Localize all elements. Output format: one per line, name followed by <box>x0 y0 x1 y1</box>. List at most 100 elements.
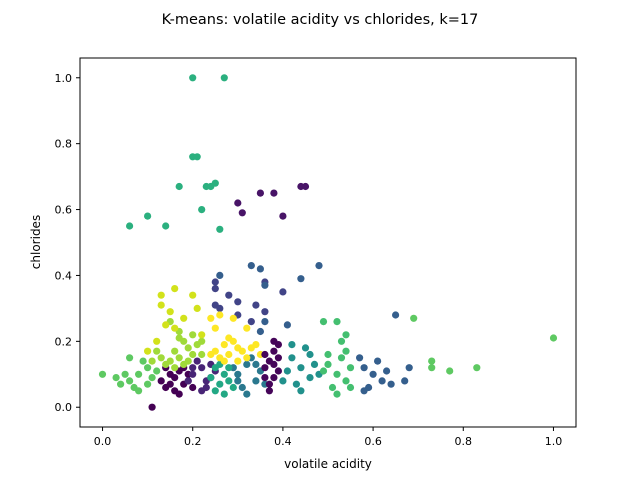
scatter-point <box>324 350 332 359</box>
scatter-point <box>428 364 436 372</box>
scatter-point <box>216 311 224 319</box>
scatter-point <box>247 318 255 326</box>
scatter-point <box>166 370 174 378</box>
scatter-point <box>189 383 197 392</box>
x-ticks: 0.0 0.2 0.4 0.6 0.8 1.0 <box>94 427 562 448</box>
scatter-point <box>157 354 165 362</box>
scatter-point <box>234 298 242 306</box>
scatter-point <box>333 318 341 326</box>
scatter-point <box>207 374 215 382</box>
scatter-point <box>135 370 143 378</box>
scatter-point <box>337 354 346 362</box>
scatter-point <box>207 350 215 359</box>
scatter-point <box>238 209 246 217</box>
scatter-point <box>225 350 233 359</box>
scatter-point <box>392 311 400 319</box>
scatter-point <box>171 347 179 355</box>
scatter-point <box>256 189 264 197</box>
scatter-point <box>193 153 201 161</box>
scatter-point <box>198 364 206 372</box>
scatter-point <box>184 377 192 385</box>
scatter-point <box>549 334 558 342</box>
scatter-point <box>153 347 161 355</box>
scatter-point <box>220 74 228 82</box>
scatter-point <box>229 383 237 392</box>
scatter-point <box>157 377 165 385</box>
scatter-point <box>261 364 269 372</box>
scatter-point <box>297 275 305 283</box>
scatter-point <box>220 341 228 349</box>
scatter-point <box>270 337 278 345</box>
scatter-point <box>211 285 219 293</box>
scatter-point <box>342 331 350 339</box>
scatter-point <box>288 341 296 349</box>
scatter-point <box>144 364 152 372</box>
scatter-point <box>243 360 251 368</box>
axes-frame <box>79 57 577 428</box>
scatter-point <box>234 199 242 207</box>
scatter-point <box>189 331 197 339</box>
scatter-point <box>342 377 350 385</box>
scatter-point <box>297 387 305 395</box>
scatter-point <box>279 288 287 296</box>
y-tick-label: 0.6 <box>55 204 73 217</box>
y-tick-label: 0.0 <box>55 401 73 414</box>
scatter-point <box>243 354 251 362</box>
scatter-point <box>229 314 237 322</box>
scatter-point <box>189 74 197 82</box>
scatter-point <box>220 390 228 398</box>
scatter-point <box>225 364 233 372</box>
scatter-point <box>378 377 386 385</box>
scatter-point <box>279 377 287 385</box>
scatter-point <box>238 383 246 392</box>
scatter-point <box>121 370 129 378</box>
scatter-point <box>162 222 170 230</box>
scatter-point <box>144 347 152 355</box>
points-layer <box>98 74 558 411</box>
scatter-point <box>428 357 436 365</box>
scatter-point <box>328 383 337 392</box>
scatter-point <box>274 354 282 362</box>
scatter-point <box>360 387 368 395</box>
scatter-point <box>171 285 179 293</box>
scatter-point <box>180 314 188 322</box>
scatter-point <box>410 314 418 322</box>
scatter-point <box>306 374 314 382</box>
scatter-point <box>319 318 328 326</box>
x-tick-label: 0.0 <box>94 435 112 448</box>
scatter-point <box>270 189 278 197</box>
scatter-point <box>189 350 197 359</box>
scatter-point <box>166 380 174 388</box>
x-tick-label: 1.0 <box>545 435 563 448</box>
x-axis-label: volatile acidity <box>284 457 372 471</box>
scatter-point <box>234 370 242 378</box>
scatter-point <box>374 357 382 365</box>
scatter-point <box>283 367 291 375</box>
scatter-point <box>98 370 107 378</box>
scatter-point <box>274 367 282 375</box>
scatter-point <box>198 387 206 395</box>
y-tick-label: 0.8 <box>55 138 73 151</box>
scatter-point <box>301 344 310 352</box>
scatter-point <box>211 387 219 395</box>
scatter-point <box>193 304 201 312</box>
scatter-point <box>198 350 206 359</box>
scatter-point <box>283 321 291 329</box>
scatter-point <box>265 380 273 388</box>
scatter-point <box>324 360 332 368</box>
scatter-point <box>252 377 260 385</box>
scatter-point <box>189 364 197 372</box>
y-ticks: 0.0 0.2 0.4 0.6 0.8 1.0 <box>55 72 80 414</box>
scatter-point <box>157 301 165 309</box>
scatter-point <box>211 324 219 332</box>
scatter-point <box>473 364 481 372</box>
x-tick-label: 0.8 <box>455 435 473 448</box>
scatter-point <box>279 212 287 220</box>
scatter-point <box>144 212 152 220</box>
scatter-point <box>234 377 242 385</box>
scatter-point <box>148 374 156 382</box>
scatter-point <box>383 367 391 375</box>
scatter-point <box>261 308 269 316</box>
scatter-point <box>153 337 161 345</box>
